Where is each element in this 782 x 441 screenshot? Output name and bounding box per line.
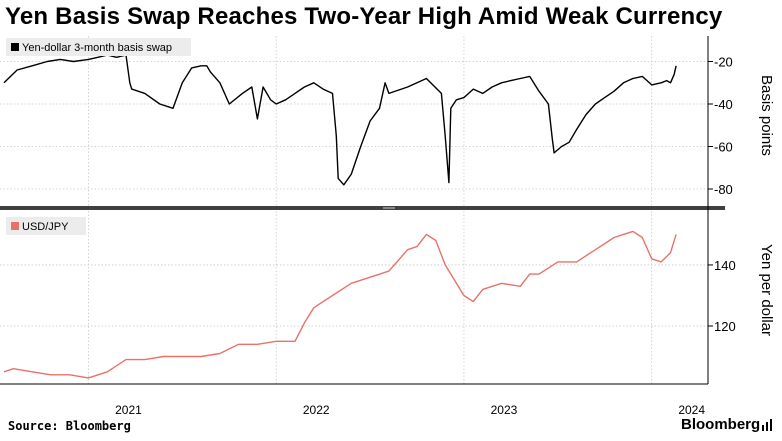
bottom-y-ticks: 140 120	[708, 258, 736, 334]
y-axis-label-basis-points: Basis points	[758, 75, 775, 156]
y-tick-label: -20	[714, 55, 733, 70]
bottom-panel-gridlines	[0, 264, 708, 327]
x-tick-label: 2021	[115, 403, 142, 417]
legend-swatch-basis-swap	[11, 43, 19, 51]
x-ticks: 2021 2022 2023 2024	[0, 383, 708, 417]
legend-basis-swap: Yen-dollar 3-month basis swap	[6, 38, 191, 56]
x-tick-label: 2023	[491, 403, 518, 417]
top-y-ticks: -20 -40 -60 -80	[708, 55, 733, 197]
y-tick-label: 120	[714, 319, 736, 334]
bloomberg-chart-icon	[762, 419, 772, 431]
y-tick-label: 140	[714, 258, 736, 273]
legend-usdjpy: USD/JPY	[6, 217, 86, 235]
legend-label-usdjpy: USD/JPY	[22, 221, 69, 233]
panel-divider	[0, 206, 725, 210]
y-tick-label: -60	[714, 140, 733, 155]
legend-label-basis-swap: Yen-dollar 3-month basis swap	[22, 42, 172, 54]
legend-swatch-usdjpy	[11, 222, 19, 230]
y-tick-label: -40	[714, 97, 733, 112]
bloomberg-logo-text: Bloomberg	[681, 416, 761, 433]
series-line-basis-swap	[3, 54, 677, 186]
top-panel-gridlines	[0, 61, 708, 190]
y-axis-label-yen-per-dollar: Yen per dollar	[758, 244, 775, 336]
x-tick-label: 2024	[678, 403, 705, 417]
chart-title: Yen Basis Swap Reaches Two-Year High Ami…	[5, 3, 723, 30]
y-tick-label: -80	[714, 182, 733, 197]
source-note: Source: Bloomberg	[8, 419, 131, 433]
series-line-usdjpy	[3, 230, 677, 379]
panel-divider-handle[interactable]	[383, 207, 395, 209]
x-tick-label: 2022	[303, 403, 330, 417]
